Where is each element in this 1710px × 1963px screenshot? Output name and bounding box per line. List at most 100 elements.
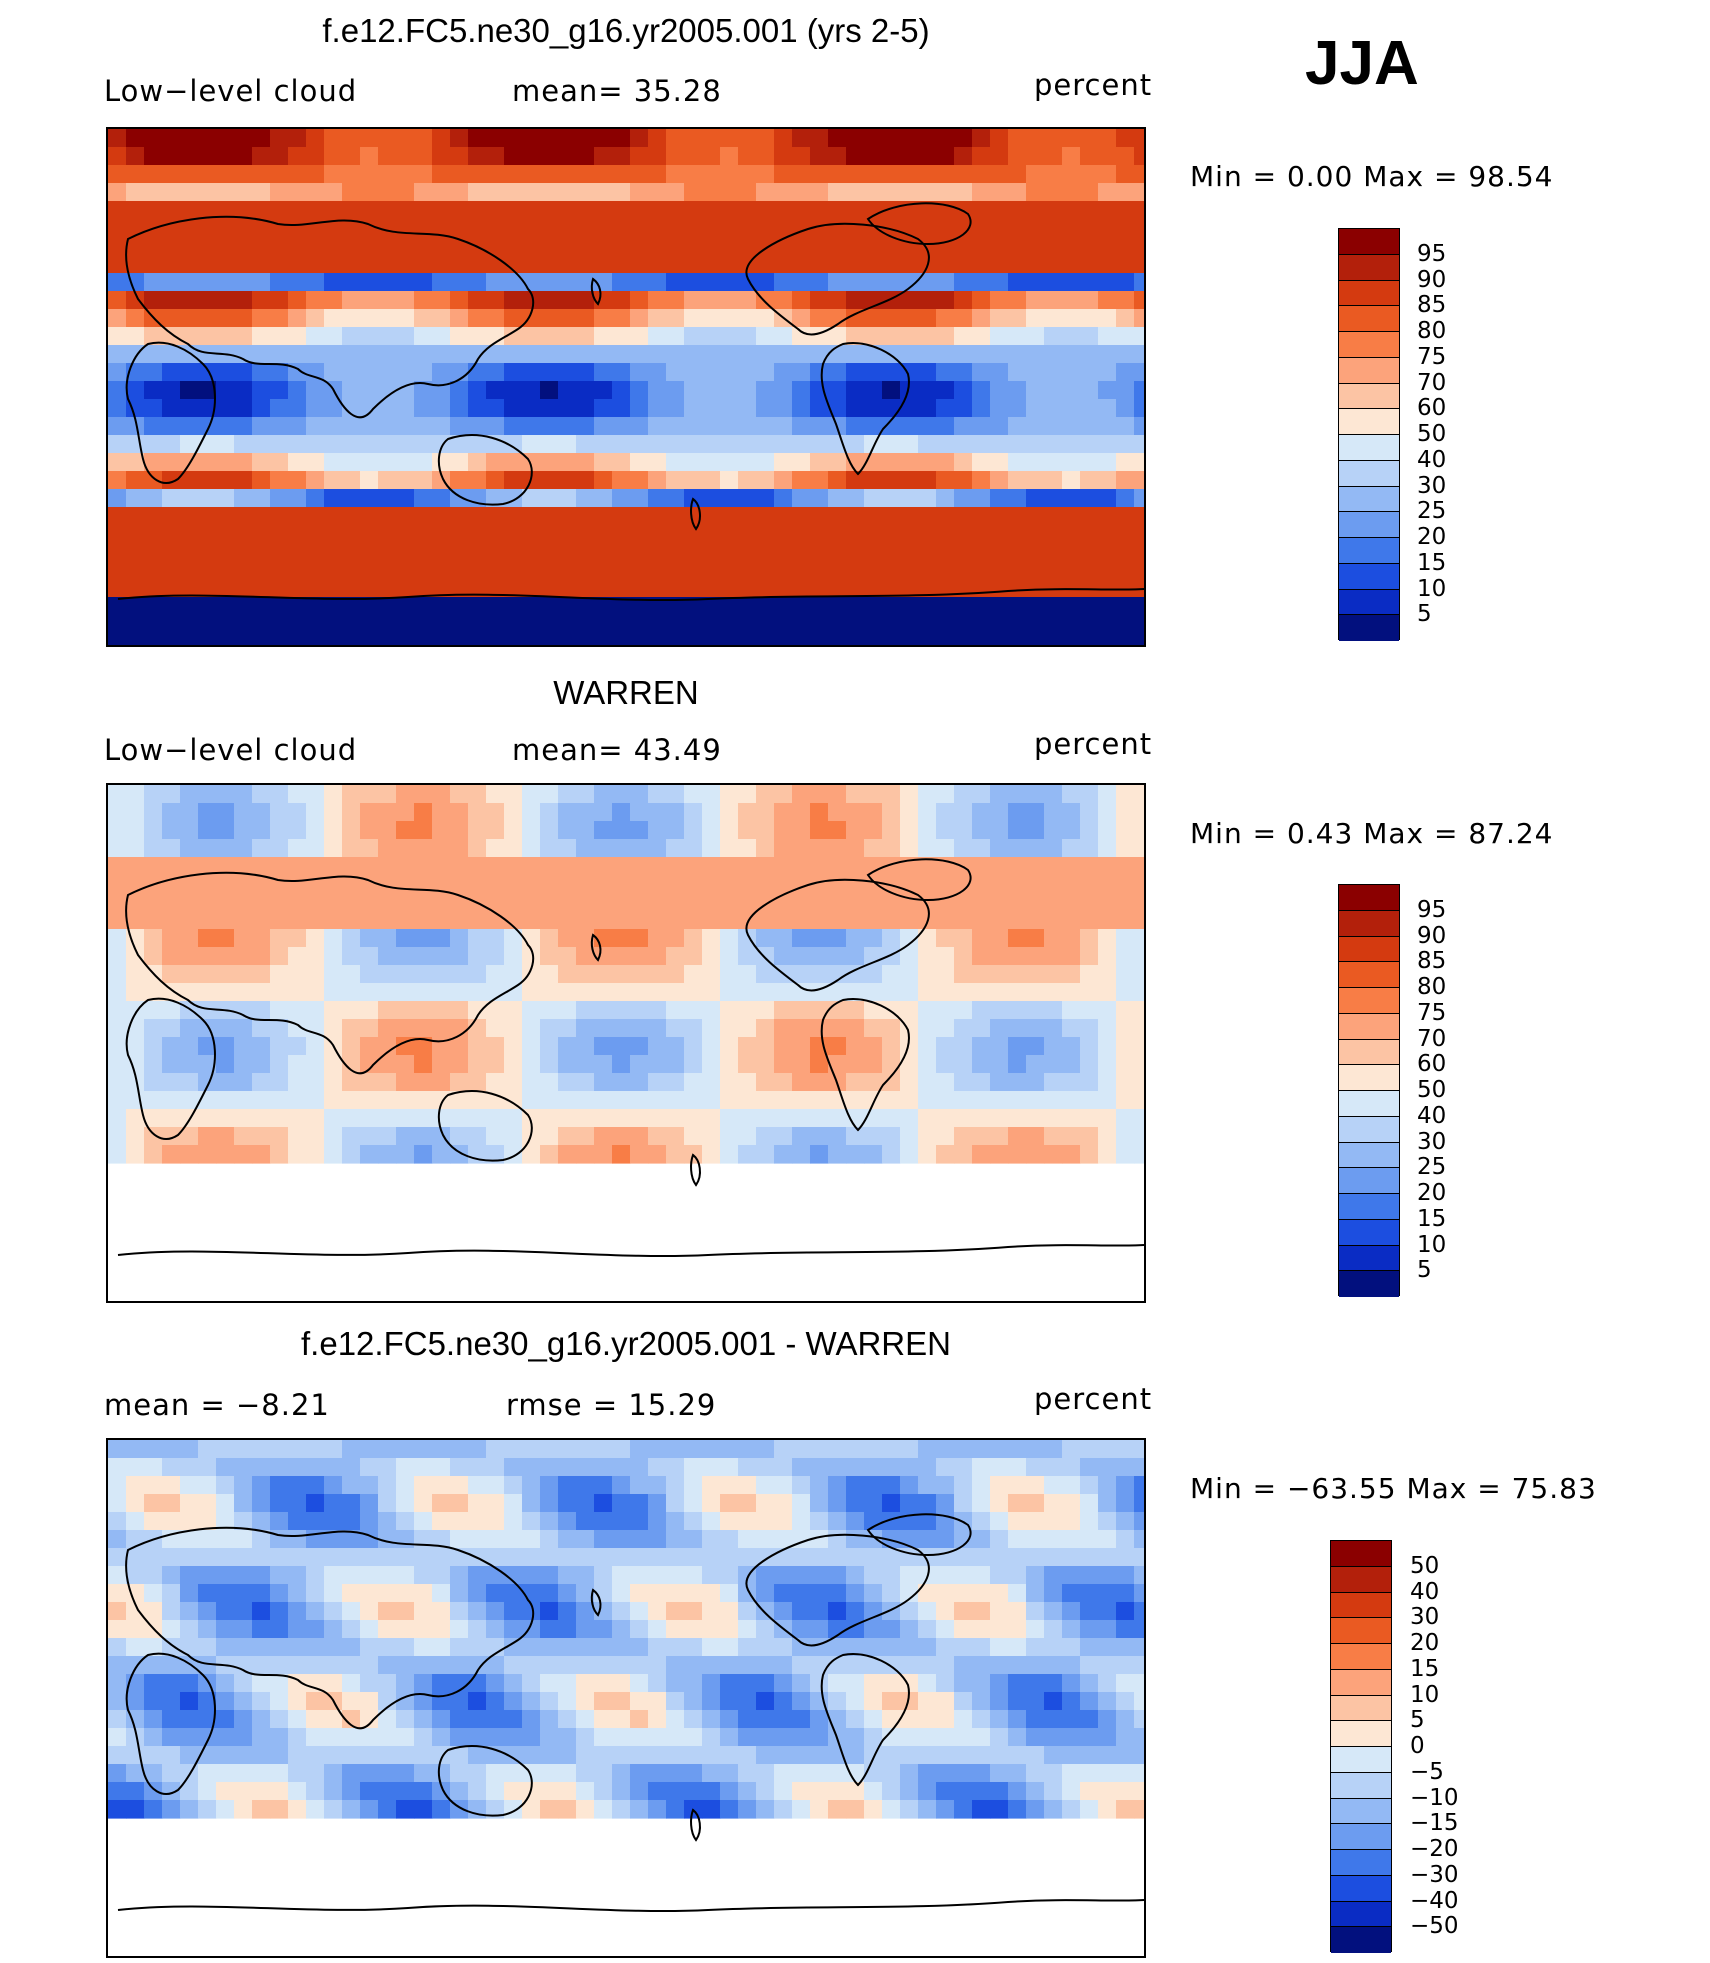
colorbar-swatch bbox=[1339, 409, 1399, 435]
field-cell bbox=[972, 579, 991, 598]
field-cell bbox=[522, 1638, 541, 1657]
field-cell bbox=[450, 1127, 469, 1146]
field-cell bbox=[468, 417, 487, 436]
field-cell bbox=[162, 1494, 181, 1513]
field-cell bbox=[324, 201, 343, 220]
field-cell bbox=[810, 201, 829, 220]
field-cell bbox=[432, 417, 451, 436]
field-cell bbox=[1062, 1530, 1081, 1549]
field-cell bbox=[306, 1800, 325, 1819]
field-cell bbox=[540, 453, 559, 472]
field-cell bbox=[1026, 345, 1045, 364]
field-cell bbox=[360, 1548, 379, 1567]
field-cell bbox=[594, 803, 613, 822]
field-cell bbox=[324, 1710, 343, 1729]
field-cell bbox=[756, 1476, 775, 1495]
field-cell bbox=[108, 1746, 127, 1765]
field-cell bbox=[936, 345, 955, 364]
field-cell bbox=[558, 1440, 577, 1459]
field-cell bbox=[270, 345, 289, 364]
field-cell bbox=[720, 309, 739, 328]
field-cell bbox=[1008, 1440, 1027, 1459]
field-cell bbox=[198, 1109, 217, 1128]
field-cell bbox=[1062, 561, 1081, 580]
field-cell bbox=[630, 561, 649, 580]
field-cell bbox=[504, 911, 523, 930]
field-cell bbox=[954, 273, 973, 292]
field-cell bbox=[864, 785, 883, 804]
field-cell bbox=[540, 1458, 559, 1477]
field-cell bbox=[306, 345, 325, 364]
field-cell bbox=[126, 1584, 145, 1603]
field-cell bbox=[522, 1458, 541, 1477]
field-cell bbox=[342, 435, 361, 454]
field-cell bbox=[558, 821, 577, 840]
field-cell bbox=[396, 633, 415, 645]
field-cell bbox=[324, 363, 343, 382]
field-cell bbox=[432, 1602, 451, 1621]
field-cell bbox=[702, 183, 721, 202]
field-cell bbox=[666, 983, 685, 1002]
field-cell bbox=[828, 1512, 847, 1531]
field-cell bbox=[774, 219, 793, 238]
field-cell bbox=[324, 615, 343, 634]
field-cell bbox=[972, 857, 991, 876]
field-cell bbox=[990, 893, 1009, 912]
field-cell bbox=[774, 615, 793, 634]
field-cell bbox=[342, 1494, 361, 1513]
field-cell bbox=[342, 1073, 361, 1092]
field-cell bbox=[756, 435, 775, 454]
field-cell bbox=[180, 1548, 199, 1567]
field-cell bbox=[414, 543, 433, 562]
field-cell bbox=[126, 1656, 145, 1675]
field-cell bbox=[792, 1782, 811, 1801]
field-cell bbox=[450, 597, 469, 616]
field-cell bbox=[360, 435, 379, 454]
field-cell bbox=[360, 543, 379, 562]
field-cell bbox=[396, 1620, 415, 1639]
field-cell bbox=[666, 1091, 685, 1110]
field-cell bbox=[126, 345, 145, 364]
field-cell bbox=[990, 543, 1009, 562]
field-cell bbox=[414, 363, 433, 382]
field-cell bbox=[342, 821, 361, 840]
field-cell bbox=[630, 1710, 649, 1729]
field-cell bbox=[774, 1476, 793, 1495]
field-cell bbox=[702, 1548, 721, 1567]
colorbar-tick-label: 10 bbox=[1417, 575, 1447, 602]
field-cell bbox=[774, 381, 793, 400]
field-cell bbox=[324, 129, 343, 148]
field-cell bbox=[288, 947, 307, 966]
field-cell bbox=[954, 1620, 973, 1639]
field-cell bbox=[378, 597, 397, 616]
field-cell bbox=[198, 525, 217, 544]
field-cell bbox=[1080, 875, 1099, 894]
field-cell bbox=[1080, 453, 1099, 472]
field-cell bbox=[144, 1800, 163, 1819]
field-cell bbox=[1008, 615, 1027, 634]
field-cell bbox=[918, 327, 937, 346]
colorbar-swatch bbox=[1339, 1091, 1399, 1117]
field-cell bbox=[720, 345, 739, 364]
field-cell bbox=[702, 1692, 721, 1711]
field-cell bbox=[324, 911, 343, 930]
field-cell bbox=[360, 1692, 379, 1711]
field-cell bbox=[144, 1440, 163, 1459]
field-cell bbox=[738, 1073, 757, 1092]
field-cell bbox=[792, 1019, 811, 1038]
field-cell bbox=[342, 1638, 361, 1657]
field-cell bbox=[558, 983, 577, 1002]
field-cell bbox=[216, 1584, 235, 1603]
field-cell bbox=[486, 597, 505, 616]
field-cell bbox=[900, 1584, 919, 1603]
field-cell bbox=[972, 1512, 991, 1531]
field-cell bbox=[252, 507, 271, 526]
field-cell bbox=[702, 1458, 721, 1477]
field-cell bbox=[1026, 543, 1045, 562]
field-cell bbox=[612, 1037, 631, 1056]
field-cell bbox=[810, 363, 829, 382]
field-cell bbox=[396, 857, 415, 876]
field-cell bbox=[306, 291, 325, 310]
field-cell bbox=[882, 929, 901, 948]
field-cell bbox=[108, 1127, 127, 1146]
